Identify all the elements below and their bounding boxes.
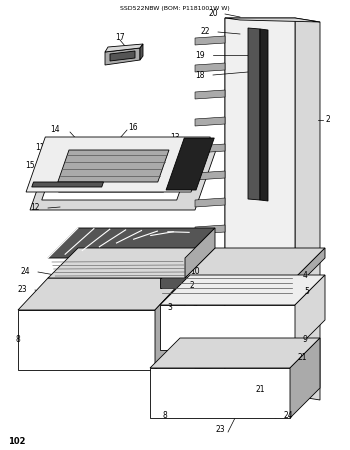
Text: 18: 18 xyxy=(195,71,205,80)
Text: 9: 9 xyxy=(302,336,307,345)
Polygon shape xyxy=(195,333,225,342)
Polygon shape xyxy=(295,248,325,288)
Polygon shape xyxy=(160,275,325,305)
Text: 11: 11 xyxy=(35,144,45,153)
Polygon shape xyxy=(140,44,143,60)
Polygon shape xyxy=(58,150,169,182)
Text: 4: 4 xyxy=(302,270,307,279)
Text: 8: 8 xyxy=(16,336,20,345)
Polygon shape xyxy=(105,48,140,65)
Text: 21: 21 xyxy=(297,354,307,363)
Text: 102: 102 xyxy=(8,437,26,446)
Polygon shape xyxy=(26,137,210,192)
Polygon shape xyxy=(195,225,225,234)
Polygon shape xyxy=(195,63,225,72)
Polygon shape xyxy=(225,18,240,400)
Text: 10: 10 xyxy=(190,267,200,276)
Polygon shape xyxy=(160,305,295,350)
Polygon shape xyxy=(195,198,225,207)
Text: 2: 2 xyxy=(190,280,194,289)
Polygon shape xyxy=(58,157,176,192)
Polygon shape xyxy=(195,279,225,288)
Polygon shape xyxy=(248,28,260,200)
Text: 22: 22 xyxy=(200,27,210,36)
Polygon shape xyxy=(166,138,214,190)
Text: 19: 19 xyxy=(195,50,205,59)
Polygon shape xyxy=(290,338,320,418)
Text: 5: 5 xyxy=(304,288,309,297)
Polygon shape xyxy=(185,228,215,278)
Text: 17: 17 xyxy=(115,33,125,42)
Polygon shape xyxy=(75,232,116,235)
Text: 2: 2 xyxy=(326,116,330,125)
Text: 1: 1 xyxy=(193,280,197,289)
Text: 6: 6 xyxy=(127,243,132,252)
Polygon shape xyxy=(195,90,225,99)
Polygon shape xyxy=(150,338,320,368)
Text: 24: 24 xyxy=(20,267,30,276)
Polygon shape xyxy=(32,182,104,187)
Polygon shape xyxy=(195,171,225,180)
Polygon shape xyxy=(18,310,155,370)
Polygon shape xyxy=(48,248,215,278)
Polygon shape xyxy=(295,275,325,350)
Polygon shape xyxy=(195,360,225,369)
Polygon shape xyxy=(48,228,215,258)
Polygon shape xyxy=(150,368,290,418)
Text: 14: 14 xyxy=(50,126,60,135)
Polygon shape xyxy=(110,51,135,61)
Polygon shape xyxy=(155,278,185,370)
Polygon shape xyxy=(195,306,225,315)
Text: 20: 20 xyxy=(208,9,218,18)
Text: 12: 12 xyxy=(30,203,40,212)
Text: 23: 23 xyxy=(17,285,27,294)
Text: 8: 8 xyxy=(163,410,167,419)
Polygon shape xyxy=(30,150,216,210)
Polygon shape xyxy=(42,155,193,200)
Polygon shape xyxy=(160,278,295,288)
Polygon shape xyxy=(195,117,225,126)
Polygon shape xyxy=(225,18,295,398)
Polygon shape xyxy=(105,44,143,52)
Polygon shape xyxy=(260,29,268,201)
Polygon shape xyxy=(18,278,185,310)
Polygon shape xyxy=(195,252,225,261)
Text: 15: 15 xyxy=(25,161,35,170)
Text: 16: 16 xyxy=(128,123,138,132)
Polygon shape xyxy=(195,36,225,45)
Polygon shape xyxy=(160,248,325,278)
Text: 24: 24 xyxy=(283,410,293,419)
Polygon shape xyxy=(225,18,320,22)
Text: 7: 7 xyxy=(193,306,197,315)
Text: 21: 21 xyxy=(255,386,265,395)
Text: 3: 3 xyxy=(168,303,173,312)
Polygon shape xyxy=(295,18,320,400)
Polygon shape xyxy=(195,144,225,153)
Text: SSD522NBW (BOM: P1181001W W): SSD522NBW (BOM: P1181001W W) xyxy=(120,6,230,11)
Text: 13: 13 xyxy=(170,134,180,143)
Text: 23: 23 xyxy=(215,426,225,435)
